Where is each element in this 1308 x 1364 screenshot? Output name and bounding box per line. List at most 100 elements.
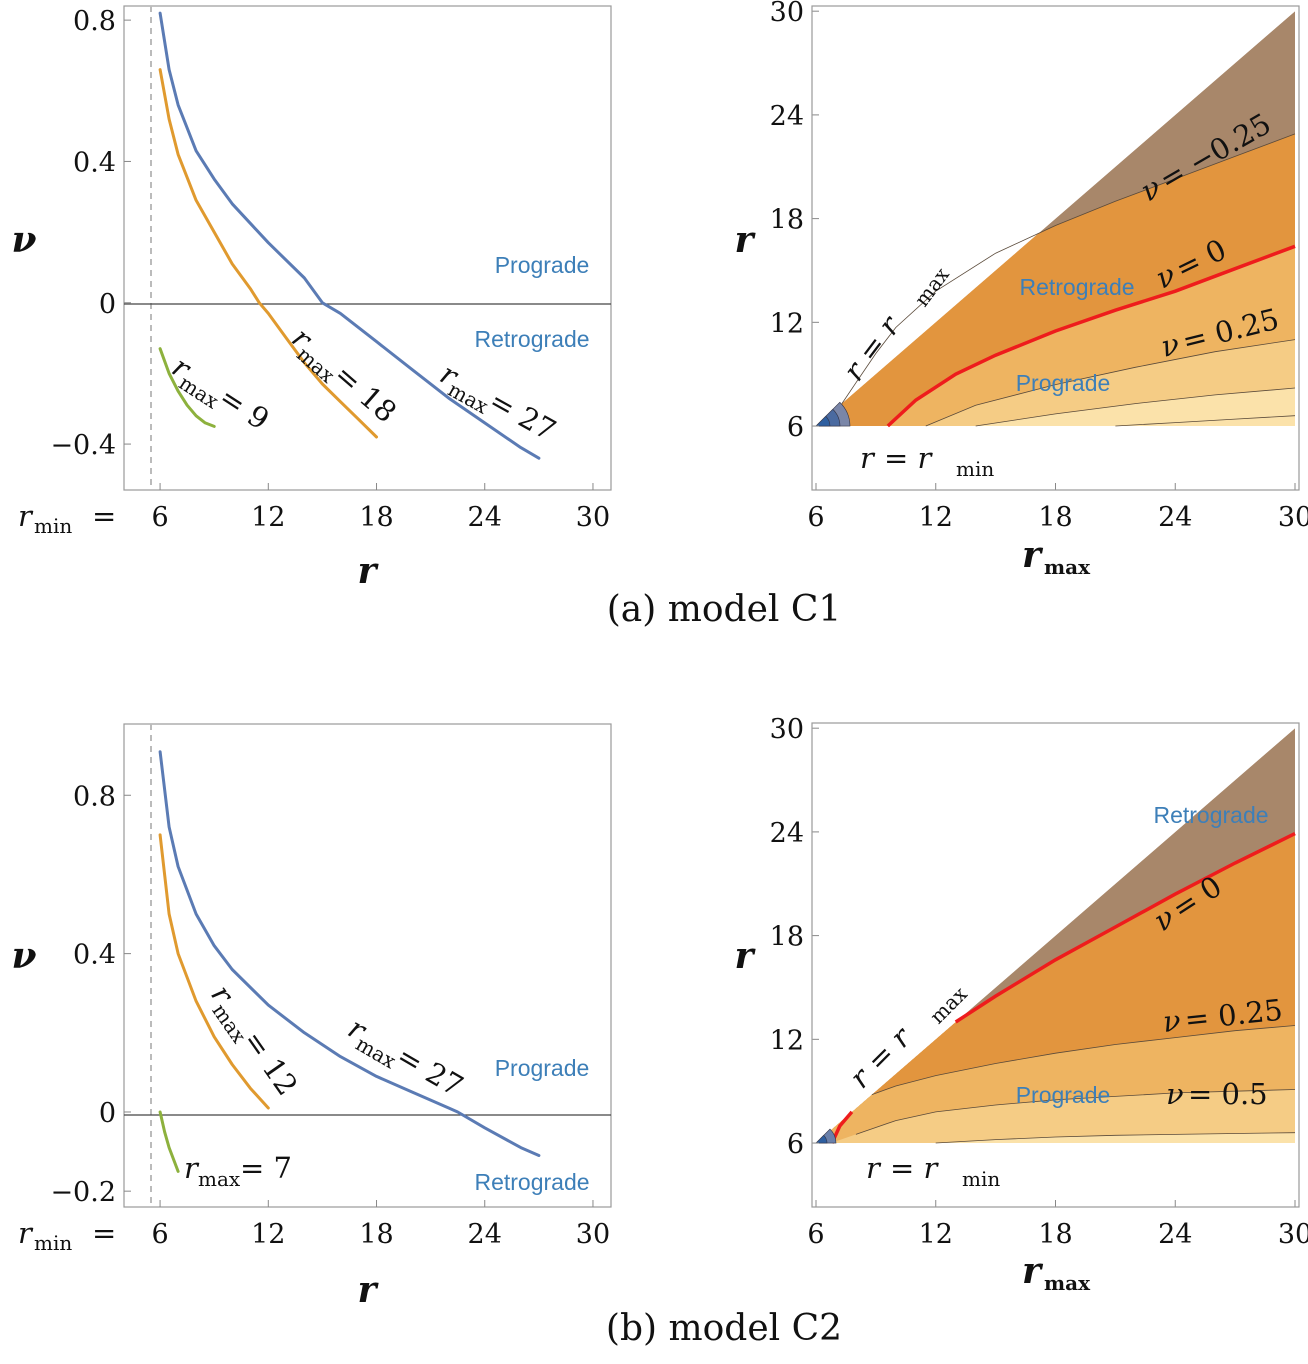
x-tick-label: 18 <box>1038 502 1072 533</box>
y-axis-label: r <box>735 935 757 977</box>
x-tick-label: 24 <box>468 1219 502 1250</box>
svg-text:r: r <box>1022 534 1044 576</box>
contour-line-zero-upper <box>954 832 1296 1024</box>
y-axis-label: r <box>735 219 757 261</box>
x-tick-label: 18 <box>359 502 393 533</box>
rmin-tick-prefix: r min = <box>18 499 116 538</box>
svg-text:min: min <box>956 457 994 481</box>
contour-line-3 <box>935 1132 1296 1144</box>
svg-text:ν: ν <box>1161 1003 1182 1039</box>
svg-text:r: r <box>18 1216 34 1250</box>
region-fill-band-4 <box>816 1132 1295 1143</box>
y-tick-label: 18 <box>770 205 804 236</box>
curve-label-rmax-27: r max = 27 <box>343 1011 469 1104</box>
rmin-tick-prefix: r min = <box>18 1216 116 1255</box>
plot-frame <box>123 723 612 1208</box>
curve-label-rmax-7: r max = 7 <box>184 1151 292 1191</box>
svg-text:= 0.5: = 0.5 <box>1188 1077 1268 1111</box>
corner-region-2 <box>815 415 831 427</box>
y-tick-label: 0.4 <box>73 940 116 971</box>
x-tick-label: 6 <box>151 502 168 533</box>
panel-b-left-chart: 6 12 18 24 30 0.8 0.4 0 −0.2 ν r r min = Prograd… <box>12 723 612 1311</box>
y-tick-label: 24 <box>770 818 804 849</box>
retrograde-label: Retrograde <box>474 1169 589 1195</box>
curve-label-rmax-27: r max = 27 <box>435 356 562 447</box>
y-tick-label: 24 <box>770 101 804 132</box>
panel-a-right-contour: 6 12 18 24 30 30 24 18 12 6 r r max r = r max r =… <box>735 0 1308 579</box>
y-tick-label: 30 <box>770 714 804 745</box>
prograde-label: Prograde <box>1016 1082 1111 1108</box>
y-tick-label: 12 <box>770 1025 804 1056</box>
x-axis-label: r max <box>1022 534 1091 579</box>
svg-text:= r: = r <box>884 441 934 475</box>
contour-line-0 <box>841 133 1296 404</box>
y-tick-label: 12 <box>770 308 804 339</box>
x-tick-label: 24 <box>1158 1219 1192 1250</box>
svg-text:=: = <box>92 499 116 533</box>
plot-frame <box>811 722 1300 1208</box>
x-tick-label: 18 <box>359 1219 393 1250</box>
series-line-2 <box>158 1110 180 1173</box>
series-line-1 <box>158 68 378 439</box>
y-tick-label: 0.4 <box>73 147 116 178</box>
y-tick-label: 18 <box>770 922 804 953</box>
y-tick-label: 6 <box>787 1129 804 1160</box>
bottom-boundary-label: r = r min <box>866 1151 1000 1191</box>
x-tick-label: 30 <box>576 502 610 533</box>
contour-line-3 <box>975 387 1296 427</box>
contour-line-2 <box>925 339 1296 427</box>
svg-text:r: r <box>184 1151 200 1185</box>
svg-text:= 9: = 9 <box>213 380 275 437</box>
y-tick-label: 30 <box>770 0 804 28</box>
retrograde-label: Retrograde <box>474 326 589 352</box>
x-axis-label: r max <box>1022 1250 1091 1295</box>
x-axis-label: r <box>358 1269 380 1311</box>
y-tick-label: 0 <box>99 289 116 320</box>
x-tick-label: 30 <box>576 1219 610 1250</box>
svg-text:min: min <box>962 1167 1000 1191</box>
svg-text:min: min <box>34 1231 72 1255</box>
svg-text:ν: ν <box>1166 1077 1184 1111</box>
plot-frame <box>123 5 612 491</box>
svg-text:r: r <box>18 499 34 533</box>
curve-label-rmax-18: r max = 18 <box>285 321 403 430</box>
svg-text:= 27: = 27 <box>391 1039 469 1104</box>
svg-text:max: max <box>909 262 954 311</box>
contour-line-2 <box>855 1089 1296 1135</box>
series-line-0 <box>158 11 541 460</box>
svg-text:max: max <box>198 1167 241 1191</box>
x-tick-label: 6 <box>151 1219 168 1250</box>
svg-text:r: r <box>860 441 876 475</box>
corner-region-1 <box>815 1134 828 1144</box>
prograde-label: Prograde <box>495 252 590 278</box>
y-tick-label: 6 <box>787 412 804 443</box>
svg-text:max: max <box>1044 1271 1091 1295</box>
y-axis-label: ν <box>12 219 37 261</box>
svg-text:max: max <box>1044 555 1091 579</box>
svg-text:=: = <box>92 1216 116 1250</box>
y-tick-label: 0.8 <box>73 781 116 812</box>
x-tick-label: 12 <box>919 1219 953 1250</box>
curve-label-rmax-12: r max = 12 <box>204 979 304 1102</box>
y-tick-label: 0 <box>99 1098 116 1129</box>
y-axis-label: ν <box>12 935 37 977</box>
retrograde-label: Retrograde <box>1153 802 1268 828</box>
svg-text:= 12: = 12 <box>236 1024 304 1101</box>
series-line-0 <box>158 750 541 1157</box>
contour-line-1 <box>871 1025 1296 1095</box>
y-tick-label: −0.2 <box>50 1177 116 1208</box>
y-tick-label: 0.8 <box>73 6 116 37</box>
bottom-boundary-label: r = r min <box>860 441 994 481</box>
y-tick-label: −0.4 <box>50 430 116 461</box>
x-tick-label: 6 <box>807 1219 824 1250</box>
prograde-label: Prograde <box>495 1055 590 1081</box>
x-tick-label: 12 <box>251 502 285 533</box>
x-tick-label: 18 <box>1038 1219 1072 1250</box>
caption-b: (b) model C2 <box>606 1308 842 1349</box>
x-tick-label: 30 <box>1278 502 1308 533</box>
series-line-2 <box>158 347 216 428</box>
prograde-label: Prograde <box>1016 370 1111 396</box>
series-line-1 <box>158 833 270 1110</box>
contour-line-zero <box>886 244 1296 428</box>
